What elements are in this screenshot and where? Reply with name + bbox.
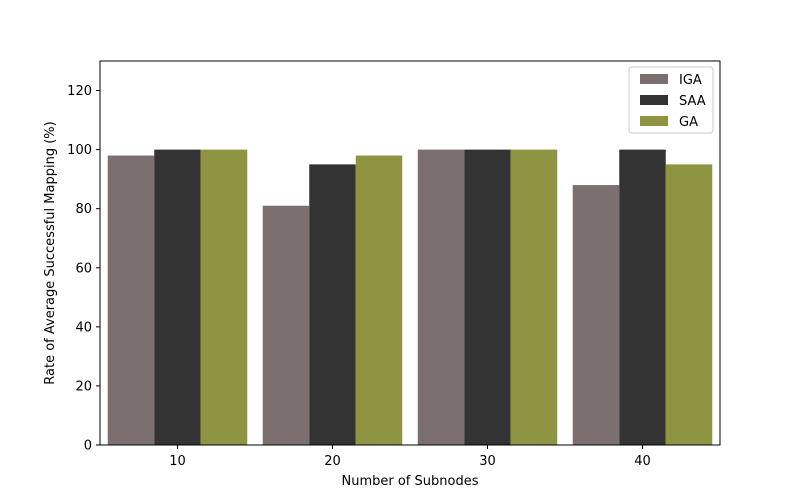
bar-ga-40 bbox=[665, 164, 713, 445]
legend-swatch-ga bbox=[640, 116, 668, 126]
bar-saa-10 bbox=[154, 149, 201, 445]
legend-swatch-saa bbox=[640, 95, 668, 105]
y-tick-label: 120 bbox=[67, 84, 92, 99]
bar-saa-30 bbox=[464, 149, 511, 445]
bars-group bbox=[107, 149, 713, 446]
legend-swatch-iga bbox=[640, 74, 668, 84]
x-tick-label: 40 bbox=[634, 454, 651, 469]
bar-ga-10 bbox=[200, 149, 248, 445]
x-tick-label: 20 bbox=[324, 454, 341, 469]
y-tick-label: 80 bbox=[75, 202, 92, 217]
x-axis-label: Number of Subnodes bbox=[342, 474, 479, 489]
bar-iga-40 bbox=[572, 185, 620, 446]
legend-label-ga: GA bbox=[679, 115, 698, 130]
y-tick-label: 20 bbox=[75, 379, 92, 394]
x-tick-label: 10 bbox=[169, 454, 186, 469]
plot-frame bbox=[99, 60, 721, 446]
y-axis-label: Rate of Average Successful Mapping (%) bbox=[43, 121, 58, 384]
axes-group: 0 20 40 60 80 100 120 10 20 30 40 bbox=[67, 60, 721, 469]
y-tick-label: 60 bbox=[75, 261, 92, 276]
bar-ga-30 bbox=[510, 149, 558, 445]
y-tick-label: 40 bbox=[75, 320, 92, 335]
legend: IGA SAA GA bbox=[628, 66, 714, 134]
bar-saa-40 bbox=[619, 149, 666, 445]
bar-iga-20 bbox=[262, 205, 310, 445]
bar-saa-20 bbox=[309, 164, 356, 445]
legend-label-iga: IGA bbox=[679, 73, 702, 88]
y-tick-label: 0 bbox=[84, 439, 92, 454]
y-tick-label: 100 bbox=[67, 143, 92, 158]
x-tick-label: 30 bbox=[479, 454, 496, 469]
bar-iga-10 bbox=[107, 155, 155, 445]
bar-ga-20 bbox=[355, 155, 403, 445]
legend-label-saa: SAA bbox=[679, 94, 706, 109]
bar-iga-30 bbox=[417, 149, 465, 445]
